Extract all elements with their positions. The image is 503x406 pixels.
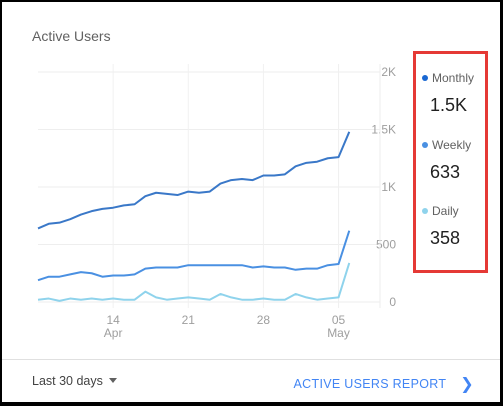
card-title: Active Users	[32, 28, 111, 44]
legend-label-monthly: Monthly	[422, 71, 474, 85]
legend-label-weekly: Weekly	[422, 138, 471, 152]
legend-value-monthly: 1.5K	[430, 95, 468, 115]
x-tick-sublabel: Apr	[104, 326, 123, 340]
legend-label-daily: Daily	[422, 204, 459, 218]
active-users-report-link[interactable]: ACTIVE USERS REPORT ❯	[294, 373, 474, 393]
legend-value-weekly: 633	[430, 162, 461, 182]
active-users-card: Active Users 2K 1.5K 1K 500 0 14 Apr 21 28 05 May …	[2, 2, 500, 402]
monthly-dot-icon	[422, 74, 428, 81]
legend-panel: Monthly 1.5K Weekly 633 Daily 358	[413, 51, 488, 273]
daily-dot-icon	[422, 207, 428, 214]
caret-down-icon	[108, 378, 117, 384]
y-tick-label: 1.5K	[371, 123, 396, 137]
legend-value-daily: 358	[430, 228, 461, 248]
x-tick-label: 28	[257, 313, 271, 327]
y-tick-label: 0	[389, 295, 396, 309]
date-range-label: Last 30 days	[32, 374, 103, 388]
x-tick-label: 05	[332, 313, 346, 327]
series-line-daily	[37, 262, 351, 302]
report-link-label: ACTIVE USERS REPORT	[293, 377, 447, 391]
date-range-dropdown[interactable]: Last 30 days	[32, 374, 117, 388]
y-tick-label: 2K	[381, 65, 396, 79]
x-tick-label: 21	[182, 313, 196, 327]
weekly-dot-icon	[422, 141, 428, 148]
y-tick-label: 500	[376, 238, 396, 252]
footer-divider	[2, 359, 500, 360]
series-line-monthly	[37, 131, 351, 230]
series-line-weekly	[37, 230, 351, 282]
y-tick-label: 1K	[381, 180, 396, 194]
x-tick-label: 14	[106, 313, 120, 327]
chevron-right-icon: ❯	[460, 376, 474, 393]
x-tick-sublabel: May	[327, 326, 350, 340]
